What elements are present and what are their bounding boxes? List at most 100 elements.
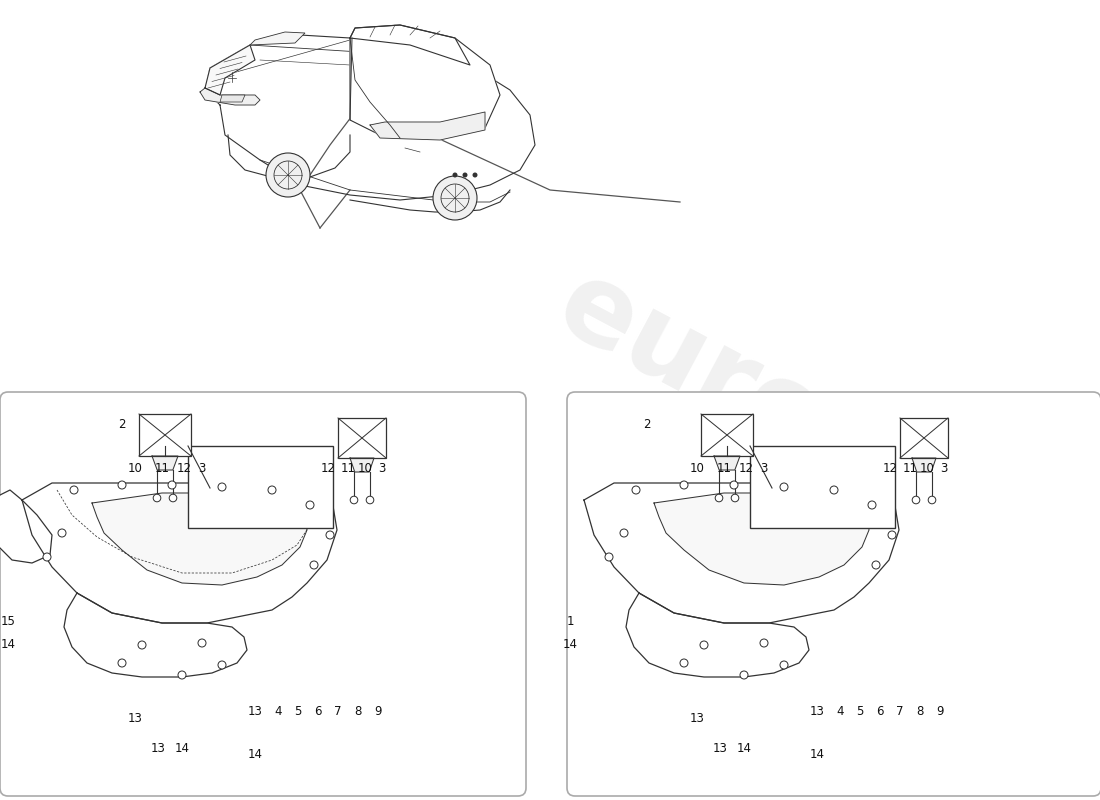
Polygon shape: [350, 458, 374, 472]
Text: euros: euros: [540, 250, 901, 510]
Circle shape: [326, 531, 334, 539]
Circle shape: [452, 173, 458, 178]
Circle shape: [266, 153, 310, 197]
Polygon shape: [22, 483, 337, 623]
Text: 9: 9: [374, 705, 382, 718]
Circle shape: [868, 501, 876, 509]
Circle shape: [310, 561, 318, 569]
Text: 2: 2: [119, 418, 125, 431]
Text: 13: 13: [248, 705, 263, 718]
Text: 11: 11: [902, 462, 917, 475]
Circle shape: [872, 561, 880, 569]
Circle shape: [632, 486, 640, 494]
Circle shape: [218, 661, 226, 669]
Text: 4: 4: [274, 705, 282, 718]
Circle shape: [700, 641, 708, 649]
Text: 15: 15: [1, 615, 15, 628]
Text: 2: 2: [644, 418, 651, 431]
Text: 13: 13: [151, 742, 165, 755]
Polygon shape: [152, 456, 178, 470]
Text: 6: 6: [877, 705, 883, 718]
Polygon shape: [350, 25, 470, 65]
Text: 12: 12: [176, 462, 191, 475]
Text: 11: 11: [341, 462, 355, 475]
Circle shape: [70, 486, 78, 494]
Polygon shape: [350, 25, 500, 138]
Text: 6: 6: [315, 705, 321, 718]
Polygon shape: [220, 95, 245, 102]
Polygon shape: [370, 112, 485, 140]
Polygon shape: [200, 88, 260, 105]
Polygon shape: [912, 458, 936, 472]
Text: 14: 14: [737, 742, 751, 755]
Text: 11: 11: [154, 462, 169, 475]
Circle shape: [198, 639, 206, 647]
Circle shape: [58, 529, 66, 537]
Polygon shape: [64, 593, 248, 677]
Circle shape: [760, 639, 768, 647]
Circle shape: [138, 641, 146, 649]
Text: 5: 5: [856, 705, 864, 718]
Circle shape: [605, 553, 613, 561]
Circle shape: [740, 671, 748, 679]
Circle shape: [928, 496, 936, 504]
Polygon shape: [750, 446, 895, 528]
Text: 5: 5: [295, 705, 301, 718]
FancyBboxPatch shape: [0, 392, 526, 796]
Text: 14: 14: [248, 748, 263, 761]
Circle shape: [732, 494, 739, 502]
Circle shape: [680, 481, 688, 489]
Circle shape: [715, 494, 723, 502]
Text: 3: 3: [940, 462, 948, 475]
Polygon shape: [626, 593, 808, 677]
Polygon shape: [205, 35, 535, 200]
Text: 11: 11: [716, 462, 732, 475]
Polygon shape: [701, 414, 754, 456]
Circle shape: [43, 553, 51, 561]
Text: 10: 10: [920, 462, 934, 475]
Text: 8: 8: [354, 705, 362, 718]
Circle shape: [433, 176, 477, 220]
FancyBboxPatch shape: [566, 392, 1100, 796]
Text: 13: 13: [810, 705, 824, 718]
Text: 12: 12: [320, 462, 336, 475]
Text: 14: 14: [810, 748, 825, 761]
Circle shape: [218, 483, 226, 491]
Circle shape: [680, 659, 688, 667]
Polygon shape: [654, 493, 869, 585]
Circle shape: [462, 173, 468, 178]
Circle shape: [178, 671, 186, 679]
Circle shape: [780, 483, 788, 491]
Text: 14: 14: [562, 638, 578, 651]
Circle shape: [350, 496, 358, 504]
Text: 12: 12: [738, 462, 754, 475]
Polygon shape: [900, 418, 948, 458]
Polygon shape: [0, 490, 52, 563]
Circle shape: [169, 494, 177, 502]
Text: 10: 10: [358, 462, 373, 475]
Polygon shape: [250, 32, 305, 45]
Text: 13: 13: [128, 712, 142, 725]
Text: 9: 9: [936, 705, 944, 718]
Circle shape: [912, 496, 920, 504]
Text: a passion for parts since 1985: a passion for parts since 1985: [636, 428, 884, 572]
Text: 8: 8: [916, 705, 924, 718]
Text: 10: 10: [128, 462, 142, 475]
Polygon shape: [139, 414, 191, 456]
Circle shape: [118, 659, 127, 667]
Text: 13: 13: [713, 742, 727, 755]
Text: 10: 10: [690, 462, 704, 475]
Circle shape: [620, 529, 628, 537]
Text: 4: 4: [836, 705, 844, 718]
Circle shape: [168, 481, 176, 489]
Circle shape: [780, 661, 788, 669]
Text: 3: 3: [378, 462, 386, 475]
Circle shape: [153, 494, 161, 502]
Polygon shape: [205, 45, 255, 95]
Polygon shape: [714, 456, 740, 470]
Text: 7: 7: [334, 705, 342, 718]
Circle shape: [118, 481, 127, 489]
Text: 13: 13: [690, 712, 704, 725]
Text: 3: 3: [760, 462, 768, 475]
Circle shape: [830, 486, 838, 494]
